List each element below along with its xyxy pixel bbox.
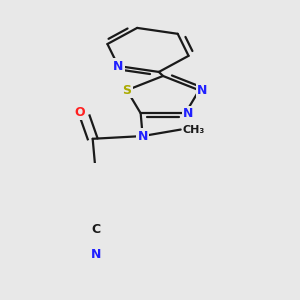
- Text: C: C: [91, 223, 100, 236]
- Text: N: N: [113, 59, 124, 73]
- Text: N: N: [137, 130, 148, 142]
- Text: N: N: [197, 84, 207, 97]
- Text: N: N: [183, 107, 194, 120]
- Text: O: O: [74, 106, 85, 119]
- Text: S: S: [122, 84, 131, 97]
- Text: CH₃: CH₃: [183, 124, 205, 135]
- Text: N: N: [91, 248, 101, 261]
